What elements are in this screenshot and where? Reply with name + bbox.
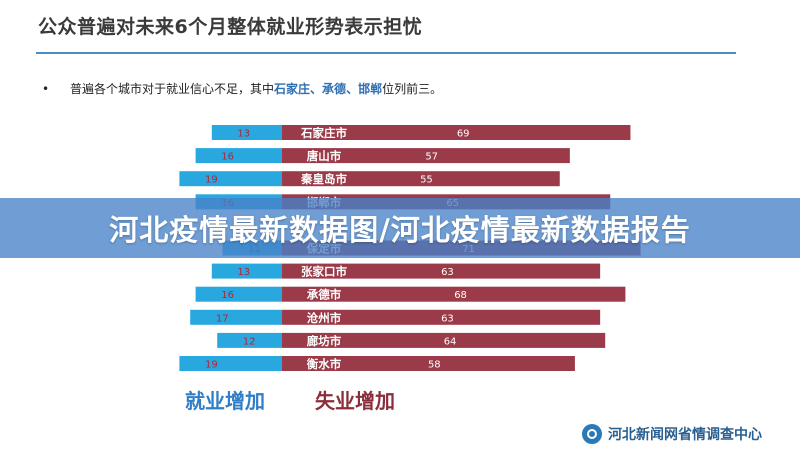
employment-bar xyxy=(190,309,282,325)
city-label: 石家庄市 xyxy=(300,126,347,140)
employment-bar xyxy=(217,332,282,348)
footer-logo: 河北新闻网省情调查中心 xyxy=(582,424,762,444)
unemployment-value-label: 64 xyxy=(444,336,457,347)
employment-bar xyxy=(179,356,282,371)
employment-value-label: 16 xyxy=(221,290,234,301)
unemployment-value-label: 58 xyxy=(428,360,441,371)
employment-bar xyxy=(195,286,282,302)
unemployment-bar xyxy=(282,125,631,140)
unemployment-bar xyxy=(282,332,606,348)
unemployment-bar xyxy=(282,309,601,325)
city-label: 张家口市 xyxy=(301,265,347,279)
employment-value-label: 19 xyxy=(205,360,218,371)
slide-title: 公众普遍对未来6个月整体就业形势表示担忧 xyxy=(38,16,423,38)
highlight-city-1: 石家庄 xyxy=(274,82,311,96)
unemployment-value-label: 63 xyxy=(441,267,454,278)
banner-text: 河北疫情最新数据图/河北疫情最新数据报告 xyxy=(109,213,691,247)
legend-unemployment-label: 失业增加 xyxy=(315,389,395,413)
employment-bar xyxy=(211,125,282,140)
unemployment-bar xyxy=(282,356,575,371)
highlight-city-3: 邯郸 xyxy=(358,82,383,96)
highlight-separator-2: 、 xyxy=(346,82,359,96)
unemployment-bar xyxy=(282,171,560,187)
unemployment-value-label: 68 xyxy=(454,290,467,301)
city-label: 衡水市 xyxy=(307,357,342,371)
title-divider xyxy=(36,52,736,54)
unemployment-value-label: 63 xyxy=(441,313,454,324)
city-label: 沧州市 xyxy=(307,311,342,325)
legend-employment-label: 就业增加 xyxy=(185,389,265,413)
highlight-separator-1: 、 xyxy=(310,82,323,96)
bullet-prefix: 普遍各个城市对于就业信心不足，其中 xyxy=(70,82,275,96)
employment-bar xyxy=(195,148,282,164)
city-label: 承德市 xyxy=(306,288,342,302)
employment-value-label: 17 xyxy=(216,313,229,324)
bullet-marker: • xyxy=(42,82,50,96)
city-label: 秦皇岛市 xyxy=(300,172,347,186)
employment-value-label: 13 xyxy=(237,129,250,140)
city-label: 廊坊市 xyxy=(307,334,342,348)
org-name: 河北新闻网省情调查中心 xyxy=(608,427,762,443)
title-banner: 河北疫情最新数据图/河北疫情最新数据报告 xyxy=(0,198,800,258)
bullet-suffix: 位列前三。 xyxy=(382,82,443,96)
bullet-point: • 普遍各个城市对于就业信心不足，其中石家庄、承德、邯郸位列前三。 xyxy=(42,80,442,97)
employment-value-label: 16 xyxy=(221,152,234,163)
employment-bar xyxy=(179,171,282,187)
unemployment-value-label: 57 xyxy=(425,152,438,163)
highlight-city-2: 承德 xyxy=(322,82,347,96)
city-label: 唐山市 xyxy=(306,149,342,163)
employment-value-label: 12 xyxy=(243,336,256,347)
unemployment-bar xyxy=(282,286,626,302)
employment-value-label: 19 xyxy=(205,175,218,186)
employment-bar xyxy=(211,263,282,279)
unemployment-bar xyxy=(282,263,601,279)
unemployment-bar xyxy=(282,148,570,164)
org-emblem-icon xyxy=(582,424,602,444)
unemployment-value-label: 69 xyxy=(457,129,470,140)
employment-value-label: 13 xyxy=(237,267,250,278)
unemployment-value-label: 55 xyxy=(420,175,433,186)
